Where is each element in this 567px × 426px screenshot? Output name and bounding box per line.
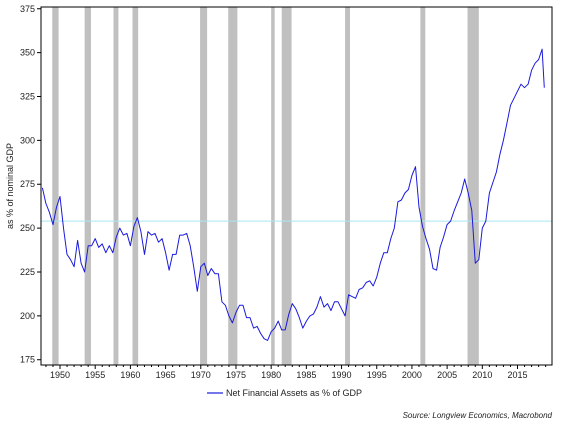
y-tick-label: 175 xyxy=(20,355,35,365)
legend: Net Financial Assets as % of GDP xyxy=(207,388,362,398)
recession-band xyxy=(200,7,208,365)
recession-band xyxy=(467,7,479,365)
y-tick-label: 275 xyxy=(20,179,35,189)
recession-band xyxy=(271,7,275,365)
legend-label: Net Financial Assets as % of GDP xyxy=(226,388,362,398)
x-tick-label: 1965 xyxy=(156,370,176,380)
recession-band xyxy=(420,7,426,365)
recession-band xyxy=(113,7,119,365)
x-axis: 1950 1955 1960 1965 1970 1975 1980 1985 1990 1995… xyxy=(45,365,547,380)
x-tick-label: 1980 xyxy=(261,370,281,380)
y-axis-label: as % of nominal GDP xyxy=(5,143,15,229)
x-tick-label: 2005 xyxy=(437,370,457,380)
recession-band xyxy=(228,7,238,365)
x-tick-label: 1970 xyxy=(191,370,211,380)
y-tick-label: 300 xyxy=(20,135,35,145)
y-tick-label: 200 xyxy=(20,311,35,321)
series-line xyxy=(41,48,545,341)
x-tick-label: 1995 xyxy=(367,370,387,380)
plot-frame xyxy=(40,6,553,366)
y-tick-label: 375 xyxy=(20,4,35,14)
y-tick-label: 350 xyxy=(20,48,35,58)
y-tick-label: 325 xyxy=(20,92,35,102)
x-tick-label: 1975 xyxy=(226,370,246,380)
y-tick-label: 225 xyxy=(20,267,35,277)
x-tick-label: 1985 xyxy=(296,370,316,380)
x-tick-label: 1960 xyxy=(120,370,140,380)
source-note: Source: Longview Economics, Macrobond xyxy=(403,411,553,420)
recession-bands xyxy=(52,7,479,365)
series-group xyxy=(41,48,545,341)
x-tick-label: 2010 xyxy=(472,370,492,380)
y-tick-label: 250 xyxy=(20,223,35,233)
recession-band xyxy=(52,7,59,365)
recession-band xyxy=(345,7,350,365)
x-tick-label: 1950 xyxy=(50,370,70,380)
recession-band xyxy=(84,7,91,365)
x-tick-label: 2015 xyxy=(507,370,527,380)
y-axis: 175 200 225 250 275 300 325 350 375 xyxy=(20,4,41,365)
x-tick-label: 1955 xyxy=(85,370,105,380)
x-tick-label: 2000 xyxy=(402,370,422,380)
recession-band xyxy=(281,7,292,365)
x-tick-label: 1990 xyxy=(332,370,352,380)
recession-band xyxy=(132,7,139,365)
